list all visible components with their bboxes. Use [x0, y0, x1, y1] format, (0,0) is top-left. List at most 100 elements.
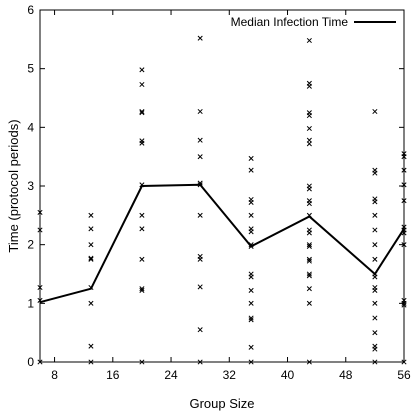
- scatter-point-stroke: [139, 226, 145, 232]
- y-tick-label: 0: [27, 355, 34, 369]
- scatter-point: [139, 287, 145, 293]
- legend: Median Infection Time: [231, 15, 396, 29]
- scatter-point: [306, 286, 312, 292]
- scatter-point: [372, 346, 378, 352]
- scatter-point-stroke: [88, 256, 94, 262]
- plot-area: [37, 35, 407, 365]
- scatter-point-stroke: [197, 256, 203, 262]
- scatter-point: [306, 242, 312, 248]
- scatter-point: [306, 113, 312, 119]
- scatter-point: [139, 81, 145, 88]
- y-tick-label: 4: [27, 120, 34, 134]
- y-axis-title: Time (protocol periods): [6, 119, 21, 252]
- scatter-point: [88, 300, 94, 306]
- scatter-point: [88, 226, 94, 232]
- scatter-point: [248, 300, 254, 306]
- scatter-point-stroke: [88, 300, 94, 306]
- scatter-point: [88, 255, 94, 261]
- scatter-point: [248, 212, 254, 218]
- x-tick-label: 56: [397, 368, 411, 382]
- scatter-point-stroke: [88, 212, 94, 218]
- x-tick-label: 32: [223, 368, 237, 382]
- scatter-point: [197, 108, 203, 115]
- scatter-point-stroke: [139, 108, 145, 115]
- scatter-point-stroke: [306, 37, 312, 44]
- scatter-point: [139, 140, 145, 146]
- scatter-point-stroke: [372, 170, 378, 176]
- scatter-point: [88, 212, 94, 218]
- scatter-point: [197, 256, 203, 262]
- scatter-point: [306, 258, 312, 264]
- scatter-point-stroke: [372, 199, 378, 205]
- scatter-point-stroke: [248, 155, 254, 161]
- scatter-point: [306, 201, 312, 207]
- scatter-point-stroke: [139, 140, 145, 146]
- scatter-point: [372, 227, 378, 233]
- scatter-point-stroke: [248, 315, 254, 321]
- scatter-point-stroke: [306, 300, 312, 306]
- scatter-point: [197, 137, 203, 143]
- scatter-point: [372, 108, 378, 115]
- scatter-point: [139, 256, 145, 262]
- scatter-point: [372, 287, 378, 293]
- scatter-point: [306, 37, 312, 44]
- scatter-point: [248, 287, 254, 293]
- scatter-point-stroke: [372, 330, 378, 336]
- scatter-point-stroke: [88, 226, 94, 232]
- scatter-point: [88, 256, 94, 262]
- scatter-point: [306, 273, 312, 279]
- scatter-point: [248, 315, 254, 321]
- y-tick-label: 3: [27, 179, 34, 193]
- scatter-point-stroke: [306, 125, 312, 132]
- scatter-point: [306, 230, 312, 236]
- x-tick-label: 48: [339, 368, 353, 382]
- scatter-point-stroke: [139, 81, 145, 88]
- scatter-point-stroke: [372, 227, 378, 233]
- scatter-point-stroke: [197, 327, 203, 333]
- scatter-point: [248, 155, 254, 161]
- x-tick-label: 16: [106, 368, 120, 382]
- scatter-point-stroke: [139, 67, 145, 73]
- scatter-point: [306, 125, 312, 132]
- scatter-point-stroke: [88, 343, 94, 349]
- x-tick-label: 8: [51, 368, 58, 382]
- y-tick-label: 1: [27, 296, 34, 310]
- scatter-point: [306, 256, 312, 262]
- scatter-point: [372, 330, 378, 336]
- scatter-point-stroke: [306, 201, 312, 207]
- x-tick-label: 40: [281, 368, 295, 382]
- scatter-point-stroke: [197, 212, 203, 218]
- scatter-point-stroke: [197, 284, 203, 290]
- scatter-point-stroke: [248, 212, 254, 218]
- scatter-point-stroke: [306, 242, 312, 248]
- legend-label: Median Infection Time: [231, 15, 349, 29]
- scatter-point: [88, 242, 94, 248]
- scatter-point-stroke: [197, 154, 203, 160]
- scatter-point-stroke: [248, 287, 254, 293]
- scatter-point: [88, 343, 94, 349]
- scatter-point-stroke: [372, 256, 378, 262]
- scatter-point: [306, 141, 312, 147]
- scatter-point-stroke: [248, 317, 254, 323]
- plot-frame: [39, 9, 405, 363]
- median-infection-time-line: [39, 183, 405, 304]
- scatter-point-stroke: [306, 186, 312, 192]
- scatter-point: [306, 243, 312, 249]
- scatter-point: [139, 286, 145, 292]
- scatter-point: [197, 327, 203, 333]
- scatter-point-stroke: [306, 83, 312, 89]
- scatter-point-stroke: [372, 287, 378, 293]
- scatter-point-stroke: [248, 199, 254, 205]
- scatter-point-stroke: [306, 243, 312, 249]
- scatter-point-stroke: [306, 273, 312, 279]
- scatter-point: [139, 212, 145, 218]
- scatter-point-stroke: [197, 35, 203, 41]
- scatter-point-stroke: [372, 212, 378, 218]
- scatter-point-stroke: [248, 167, 254, 173]
- scatter-point: [372, 274, 378, 280]
- scatter-point: [139, 226, 145, 232]
- scatter-point-stroke: [306, 271, 312, 277]
- y-tick-label: 5: [27, 62, 34, 76]
- scatter-point: [197, 154, 203, 160]
